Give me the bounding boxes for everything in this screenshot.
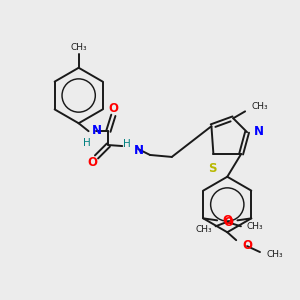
Text: O: O bbox=[223, 214, 232, 227]
Text: H: H bbox=[83, 138, 91, 148]
Text: O: O bbox=[88, 156, 98, 170]
Text: O: O bbox=[242, 238, 252, 252]
Text: CH₃: CH₃ bbox=[267, 250, 284, 259]
Text: S: S bbox=[208, 162, 217, 175]
Text: CH₃: CH₃ bbox=[70, 43, 87, 52]
Text: O: O bbox=[223, 216, 233, 229]
Text: CH₃: CH₃ bbox=[195, 225, 212, 234]
Text: CH₃: CH₃ bbox=[247, 222, 263, 231]
Text: O: O bbox=[108, 102, 118, 115]
Text: N: N bbox=[254, 125, 264, 138]
Text: CH₃: CH₃ bbox=[251, 102, 268, 111]
Text: N: N bbox=[92, 124, 101, 137]
Text: N: N bbox=[134, 143, 144, 157]
Text: H: H bbox=[123, 139, 131, 149]
